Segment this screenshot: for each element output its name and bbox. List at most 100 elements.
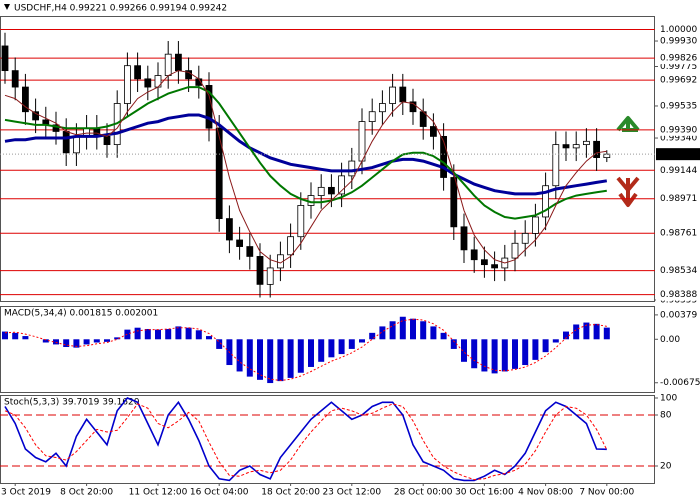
y-tick-label: 100 xyxy=(660,394,677,404)
macd-bar xyxy=(522,339,529,366)
macd-bar xyxy=(175,326,182,340)
macd-bar xyxy=(144,328,151,340)
candle-body xyxy=(134,65,142,80)
y-tick-label: -0.006753 xyxy=(660,378,700,388)
candle-body xyxy=(470,249,478,261)
macd-panel xyxy=(0,306,655,393)
y-tick-label: 0.00 xyxy=(660,335,680,345)
macd-bar xyxy=(348,339,355,349)
candle-body xyxy=(287,236,295,256)
macd-bar xyxy=(185,327,192,340)
macd-bar xyxy=(83,339,90,345)
level-label: 0.98534 xyxy=(660,266,697,276)
macd-bar xyxy=(22,336,29,340)
macd-bar xyxy=(195,330,202,340)
macd-title: MACD(5,34,4) 0.001815 0.002001 xyxy=(4,309,158,319)
candle-body xyxy=(440,135,448,178)
macd-bar xyxy=(134,327,141,340)
stoch-line xyxy=(4,397,607,482)
symbol-icon xyxy=(4,4,10,10)
macd-bar xyxy=(471,339,478,369)
macd-bar xyxy=(267,339,274,384)
x-tick-label: 23 Oct 12:00 xyxy=(322,488,381,498)
candle-body xyxy=(317,186,325,196)
candle-body xyxy=(256,256,264,285)
macd-bar xyxy=(399,316,406,340)
macd-bar xyxy=(542,339,549,353)
level-label-bg xyxy=(656,23,700,36)
candle-body xyxy=(215,127,223,220)
level-label: 0.99826 xyxy=(660,54,697,64)
macd-bar xyxy=(124,329,131,340)
level-label: 0.98388 xyxy=(660,290,697,300)
macd-bar xyxy=(440,332,447,340)
macd-bar xyxy=(481,339,488,372)
candle-body xyxy=(603,153,611,159)
level-label-bg xyxy=(656,192,700,205)
level-label: 1.00000 xyxy=(660,25,697,35)
macd-bar xyxy=(308,339,314,367)
candle-body xyxy=(327,186,335,195)
level-label: 0.98971 xyxy=(660,194,697,204)
candle-body xyxy=(103,135,111,146)
candle-body xyxy=(236,239,244,247)
candle-body xyxy=(52,124,60,132)
macd-bar xyxy=(73,339,80,348)
macd-bar xyxy=(583,322,590,340)
candle-body xyxy=(583,140,590,146)
candle-body xyxy=(32,111,39,121)
macd-bar xyxy=(63,339,70,348)
macd-bar xyxy=(104,339,110,342)
candle-body xyxy=(460,226,468,251)
macd-bar xyxy=(155,329,161,340)
macd-bar xyxy=(501,339,508,372)
last-price-label: 0.99242 xyxy=(660,150,697,160)
x-tick-label: 30 Oct 16:00 xyxy=(455,488,514,498)
candle-body xyxy=(164,53,172,76)
macd-bar xyxy=(379,326,386,340)
macd-bar xyxy=(216,339,223,349)
macd-bar xyxy=(2,331,8,340)
y-tick-label: 20 xyxy=(660,462,672,472)
last-price-box xyxy=(656,148,700,161)
candle-body xyxy=(450,177,458,228)
chart-title: USDCHF,H4 0.99221 0.99266 0.99194 0.9924… xyxy=(14,4,227,14)
x-tick-label: 4 Nov 08:00 xyxy=(518,488,573,498)
candle-body xyxy=(358,121,366,162)
candle-body xyxy=(266,267,274,285)
macd-bar xyxy=(410,318,416,340)
macd-bar xyxy=(389,321,396,340)
x-tick-label: 18 Oct 20:00 xyxy=(261,488,320,498)
level-label-bg xyxy=(656,227,700,240)
candle-body xyxy=(225,218,233,241)
y-tick-label: 80 xyxy=(660,411,672,421)
stoch-panel xyxy=(0,395,655,484)
candle-body xyxy=(562,144,570,149)
x-tick-label: 11 Oct 12:00 xyxy=(129,488,188,498)
y-tick-label: 0.99930 xyxy=(660,37,697,47)
macd-bar xyxy=(450,339,457,349)
macd-bar xyxy=(420,321,427,340)
candle-body xyxy=(511,242,519,259)
level-label: 0.99390 xyxy=(660,125,697,135)
macd-bar xyxy=(236,339,243,372)
macd-bar xyxy=(593,323,600,340)
level-label: 0.99144 xyxy=(660,166,697,176)
macd-bar xyxy=(461,339,467,362)
price-panel xyxy=(0,16,655,302)
macd-bar xyxy=(93,339,100,343)
level-label: 0.99692 xyxy=(660,76,697,86)
macd-bar xyxy=(297,339,304,373)
candle-body xyxy=(399,86,407,103)
candle-body xyxy=(348,160,356,177)
candle-body xyxy=(378,103,386,113)
y-tick-label: 0.99340 xyxy=(660,134,697,144)
y-tick-label: 0.00379 xyxy=(660,310,697,320)
stoch-line xyxy=(4,403,608,481)
level-label-bg xyxy=(656,264,700,277)
x-tick-label: 7 Nov 00:00 xyxy=(579,488,634,498)
macd-bar xyxy=(53,339,59,345)
x-tick-label: 8 Oct 20:00 xyxy=(60,488,113,498)
macd-bar xyxy=(532,339,539,360)
candle-body xyxy=(246,246,254,257)
